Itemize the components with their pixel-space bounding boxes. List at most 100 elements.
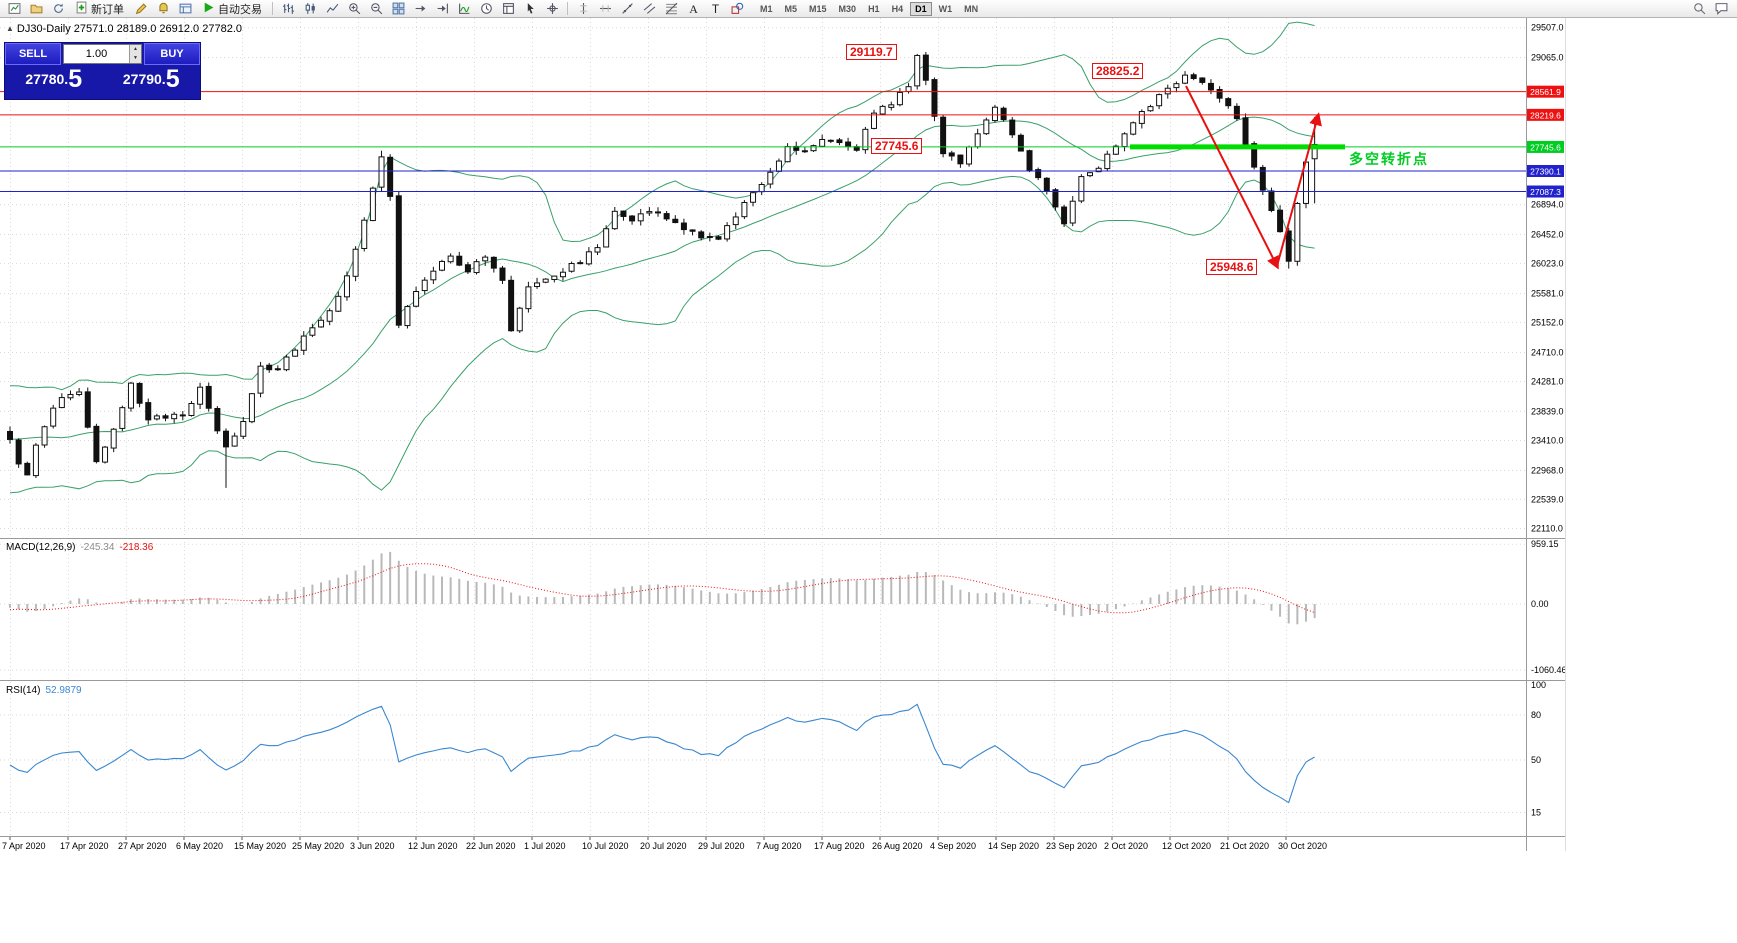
sell-price-main: 27780. [25,71,69,87]
terminal-icon[interactable] [174,0,196,18]
svg-text:23410.0: 23410.0 [1531,435,1564,445]
zoom-in-icon[interactable] [343,0,365,18]
price-annotation[interactable]: 28825.2 [1092,63,1144,79]
svg-text:50: 50 [1531,755,1541,765]
timeframe-h4-button[interactable]: H4 [891,3,904,14]
timeframe-w1-button[interactable]: W1 [938,3,953,14]
grid [0,18,1526,837]
toolbar-group-tools [130,0,196,18]
fibonacci-icon[interactable] [660,0,682,18]
toolbar-separator [567,2,568,15]
candlestick-icon[interactable] [299,0,321,18]
refresh-icon[interactable] [47,0,69,18]
alerts-icon[interactable] [152,0,174,18]
svg-text:6 May 2020: 6 May 2020 [176,841,223,851]
svg-text:23 Sep 2020: 23 Sep 2020 [1046,841,1097,851]
bar-chart-icon[interactable] [277,0,299,18]
svg-text:17 Aug 2020: 17 Aug 2020 [814,841,865,851]
new-chart-icon[interactable] [3,0,25,18]
svg-text:7 Aug 2020: 7 Aug 2020 [756,841,802,851]
svg-text:29507.0: 29507.0 [1531,23,1564,33]
volume-up-button[interactable]: ▲ [133,46,138,52]
label-icon[interactable]: T [704,0,726,18]
svg-text:27 Apr 2020: 27 Apr 2020 [118,841,167,851]
svg-text:26452.0: 26452.0 [1531,230,1564,240]
volume-down-button[interactable]: ▼ [133,55,138,61]
auto-scroll-icon[interactable] [409,0,431,18]
buy-price[interactable]: 27790. 5 [103,65,201,99]
chart-shift-icon[interactable] [431,0,453,18]
svg-text:29 Jul 2020: 29 Jul 2020 [698,841,745,851]
price-annotation[interactable]: 25948.6 [1206,259,1258,275]
price-scale: 29507.0 29065.0 26894.0 26452.0 26023.0 25581… [1527,23,1565,818]
price-tag [1527,108,1564,121]
text-icon[interactable]: A [682,0,704,18]
channel-icon[interactable] [638,0,660,18]
svg-text:23839.0: 23839.0 [1531,406,1564,416]
templates-icon[interactable] [497,0,519,18]
price-annotation[interactable]: 29119.7 [846,44,897,60]
svg-text:15 May 2020: 15 May 2020 [234,841,286,851]
chart-canvas[interactable]: 29507.0 29065.0 26894.0 26452.0 26023.0 25581… [0,18,1565,851]
svg-text:T: T [711,2,718,15]
svg-text:27390.1: 27390.1 [1530,167,1561,177]
line-chart-icon[interactable] [321,0,343,18]
horizontal-line-icon[interactable] [594,0,616,18]
chat-icon[interactable] [1710,0,1732,18]
tile-windows-icon[interactable] [387,0,409,18]
one-click-trading-panel: SELL ▲ ▼ BUY 27780.5 27790.5 [4,42,201,100]
svg-text:7 Apr 2020: 7 Apr 2020 [2,841,46,851]
collapse-quote-panel-icon[interactable]: ▲ [6,24,14,33]
crosshair-icon[interactable] [541,0,563,18]
toolbar-group-right [1688,0,1734,18]
toolbar-separator [272,2,273,15]
trend-arrow [1185,85,1279,270]
bollinger-bands [9,21,1315,494]
svg-text:959.15: 959.15 [1531,539,1559,549]
buy-button[interactable]: BUY [144,43,200,65]
price-annotation[interactable]: 27745.6 [871,138,923,154]
trendline-icon[interactable] [616,0,638,18]
cursor-icon[interactable] [519,0,541,18]
periods-icon[interactable] [475,0,497,18]
timeframe-m5-button[interactable]: M5 [784,3,798,14]
sell-price-big-digit: 5 [68,65,83,93]
autotrade-button[interactable]: 自动交易 [196,1,268,17]
svg-text:22110.0: 22110.0 [1531,523,1563,533]
svg-text:1 Jul 2020: 1 Jul 2020 [524,841,566,851]
svg-text:27745.6: 27745.6 [1530,142,1561,152]
vertical-line-icon[interactable] [572,0,594,18]
timeframe-m15-button[interactable]: M15 [809,3,827,14]
timeframe-mn-button[interactable]: MN [964,3,979,14]
timeframe-m30-button[interactable]: M30 [838,3,857,14]
volume-input[interactable] [64,45,130,63]
svg-text:25581.0: 25581.0 [1531,288,1564,298]
rsi-line [9,703,1315,804]
sell-price[interactable]: 27780. 5 [5,65,103,99]
panel-separators [0,18,1565,851]
new-order-button[interactable]: 新订单 [69,1,130,17]
autotrade-play-icon [202,1,215,17]
chart-window[interactable]: 29507.0 29065.0 26894.0 26452.0 26023.0 25581… [0,18,1566,851]
zoom-out-icon[interactable] [365,0,387,18]
indicators-icon[interactable] [453,0,475,18]
svg-text:2 Oct 2020: 2 Oct 2020 [1104,841,1148,851]
svg-text:26023.0: 26023.0 [1531,259,1564,269]
shapes-icon[interactable] [726,0,748,18]
timeframe-h1-button[interactable]: H1 [868,3,880,14]
timeframe-m1-button[interactable]: M1 [760,3,773,14]
sell-button[interactable]: SELL [5,43,61,65]
candlesticks [7,51,1318,488]
metaeditor-icon[interactable] [130,0,152,18]
timeframe-d1-button[interactable]: D1 [910,1,932,16]
level-lines [0,91,1526,193]
svg-text:25 May 2020: 25 May 2020 [292,841,344,851]
search-icon[interactable] [1688,0,1710,18]
new-order-icon [75,1,88,17]
profiles-icon[interactable] [25,0,47,18]
svg-text:A: A [689,2,698,15]
svg-text:24710.0: 24710.0 [1531,347,1564,357]
